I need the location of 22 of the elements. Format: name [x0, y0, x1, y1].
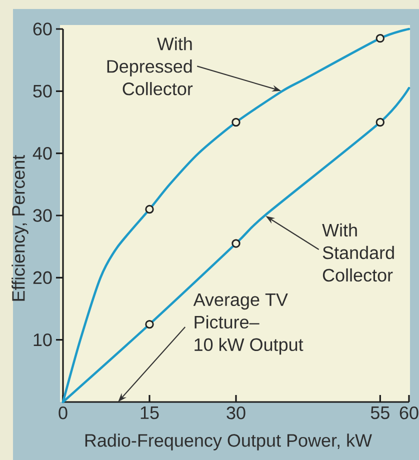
- x-axis-title: Radio-Frequency Output Power, kW: [85, 434, 372, 450]
- y-tick-label: 60: [33, 22, 52, 36]
- annotation: Average TV Picture– 10 kW Output: [193, 293, 304, 355]
- text: With Standard Collector: [322, 223, 394, 282]
- text: With Depressed Collector: [107, 37, 193, 96]
- x-tick-label: 15: [140, 406, 159, 420]
- y-tick-label: 40: [32, 146, 52, 160]
- x-tick-label: 30: [226, 406, 246, 420]
- y-axis-title: Efficiency, Percent: [12, 154, 28, 301]
- y-tick-label: 30: [33, 209, 52, 222]
- x-tick-label: 0: [58, 406, 68, 420]
- point: [232, 239, 240, 248]
- y-tick-label: 10: [34, 333, 52, 346]
- point: [376, 118, 385, 127]
- point: [376, 34, 385, 43]
- y-tick-label: 50: [33, 84, 52, 98]
- point: [145, 320, 154, 329]
- y-tick-label: 20: [33, 271, 52, 284]
- x-tick-label: 55: [370, 406, 390, 420]
- x-tick-label: 60: [400, 406, 418, 420]
- point: [145, 204, 154, 214]
- point: [232, 118, 240, 127]
